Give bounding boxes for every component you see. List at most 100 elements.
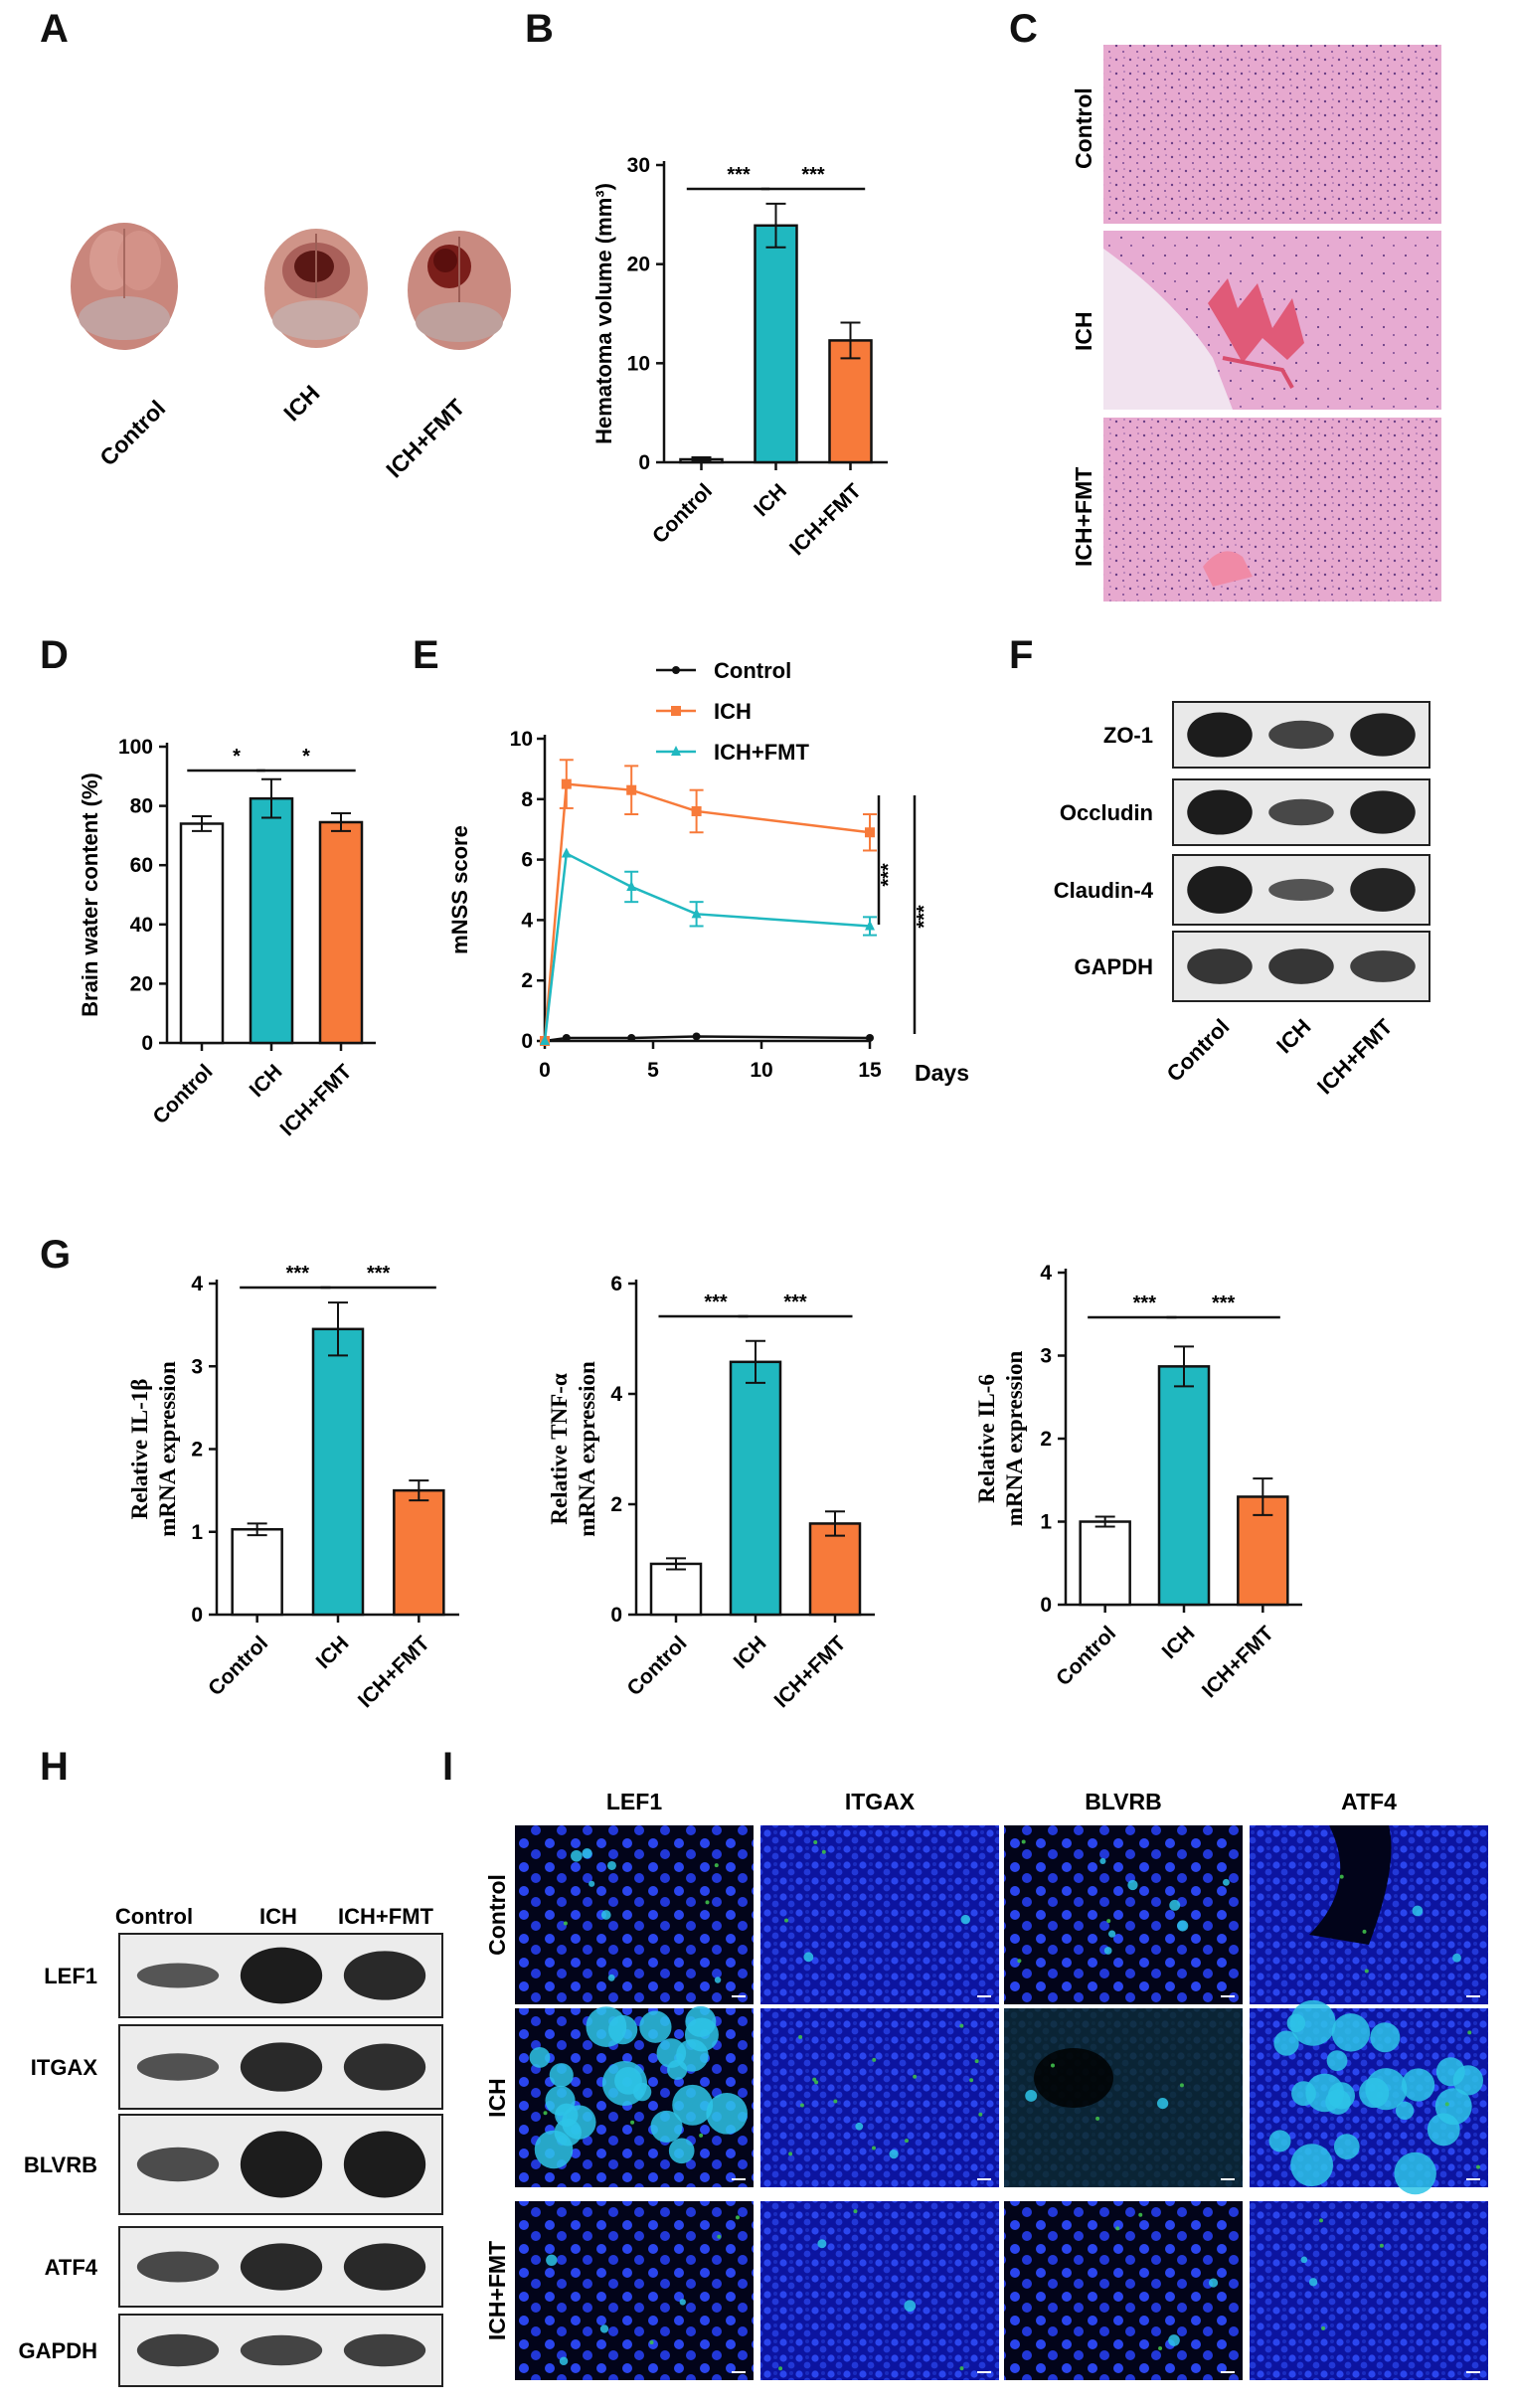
y-tick-label: 1 (191, 1521, 203, 1544)
if-green-signal (969, 2078, 974, 2083)
blot-band (240, 1947, 323, 2004)
blot-band (1268, 798, 1334, 826)
x-tick-label: ICH (730, 1632, 771, 1673)
blot-label: GAPDH (19, 2338, 97, 2363)
if-bright-cell (545, 2085, 576, 2116)
if-green-signal (913, 2074, 918, 2079)
if-bright-cell (1333, 2134, 1360, 2160)
if-bright-cell (571, 1849, 583, 1862)
if-tile (515, 2005, 754, 2187)
if-bright-cell (562, 2105, 596, 2140)
brain-label-control: Control (94, 395, 170, 470)
if-green-signal (799, 2103, 804, 2108)
y-tick-label: 0 (1040, 1594, 1052, 1617)
x-tick-label: 0 (539, 1059, 551, 1082)
data-point (865, 920, 875, 931)
blot-band (240, 2131, 323, 2198)
if-green-signal (1475, 2164, 1480, 2169)
panel-letter-f: F (1009, 633, 1033, 677)
if-bright-cell (1327, 2082, 1356, 2110)
y-tick-label: 0 (141, 1032, 153, 1055)
bar-ich (1157, 1365, 1211, 1607)
if-bright-cell (1290, 2144, 1334, 2187)
legend-marker (671, 746, 681, 756)
series-line-1 (543, 782, 871, 1042)
legend-label: ICH (714, 699, 752, 724)
blot-band (1187, 712, 1253, 758)
brain-photo-ich-fmt (408, 231, 511, 350)
if-green-signal (717, 2234, 722, 2239)
if-green-signal (1138, 2212, 1143, 2217)
if-bright-cell (1434, 2088, 1472, 2126)
if-green-signal (714, 1863, 719, 1868)
if-column-label: BLVRB (1085, 1789, 1162, 1814)
if-green-signal (974, 2059, 979, 2064)
y-tick-label: 0 (191, 1604, 203, 1627)
x-tick-label: Control (622, 1632, 691, 1700)
if-green-signal (1158, 2346, 1163, 2351)
y-axis-label-line2: mRNA expression (155, 1361, 180, 1537)
y-tick-label: 0 (521, 1030, 533, 1053)
if-dark-region (1309, 1825, 1392, 1945)
if-bright-cell (600, 1910, 611, 1920)
bar-ich (249, 796, 294, 1045)
y-tick-label: 2 (610, 1493, 622, 1516)
if-row-label: Control (484, 1874, 510, 1956)
bar-control (179, 822, 225, 1045)
data-point (540, 1035, 550, 1045)
x-tick-label: ICH+FMT (770, 1632, 851, 1712)
y-tick-label: 6 (521, 849, 533, 872)
y-axis-label: Relative TNF-α (547, 1373, 572, 1524)
lane-label: Control (115, 1904, 193, 1929)
x-tick-label: 15 (858, 1059, 882, 1082)
if-bright-cell (1177, 1920, 1189, 1932)
he-section-ich-fmt (1103, 418, 1441, 602)
if-green-signal (814, 2080, 819, 2085)
series-line-2 (543, 851, 871, 1042)
if-bright-cell (529, 2046, 551, 2068)
blot-band (343, 1951, 426, 2000)
y-tick-label: 0 (610, 1604, 622, 1627)
significance-label: *** (1133, 1292, 1157, 1314)
x-tick-label: Control (1052, 1622, 1120, 1690)
if-bright-cell (1308, 2278, 1318, 2287)
lane-label: ICH (259, 1904, 297, 1929)
blot-label: ATF4 (45, 2255, 98, 2280)
panel-letter-d: D (40, 633, 69, 677)
if-tile (1004, 2008, 1243, 2187)
x-axis-label: Days (915, 1060, 969, 1086)
blot-band (136, 2251, 220, 2283)
if-bright-cell (559, 2356, 569, 2365)
if-bright-cell (1359, 2077, 1390, 2109)
if-row-label: ICH (484, 2078, 510, 2118)
if-bright-cell (803, 1952, 814, 1963)
if-bright-cell (672, 2084, 714, 2126)
blot-label: Occludin (1060, 800, 1153, 825)
if-bright-cell (679, 2299, 686, 2306)
x-tick-label: ICH (312, 1632, 354, 1673)
if-bright-cell (1208, 2278, 1219, 2288)
data-point (562, 1033, 571, 1042)
if-dark-region (1034, 2048, 1113, 2108)
if-green-signal (630, 2120, 635, 2125)
if-bright-cell (668, 2138, 695, 2164)
brain-photo-control (71, 223, 178, 350)
x-tick-label: Control (204, 1632, 272, 1700)
if-green-signal (821, 1849, 826, 1854)
if-bright-cell (1452, 1953, 1461, 1963)
if-bright-cell (606, 1860, 616, 1870)
x-tick-label: 5 (647, 1059, 659, 1082)
if-green-signal (1115, 2226, 1120, 2231)
brain-label-ich: ICH (278, 380, 324, 426)
significance-label: *** (367, 1263, 391, 1285)
if-green-signal (1017, 1959, 1022, 1964)
if-green-signal (563, 1921, 568, 1926)
data-point (627, 1033, 636, 1042)
if-bright-cell (1273, 2030, 1299, 2056)
if-bright-cell (546, 2254, 558, 2266)
panel-letter-i: I (442, 1745, 453, 1789)
blot-band (136, 2147, 220, 2182)
